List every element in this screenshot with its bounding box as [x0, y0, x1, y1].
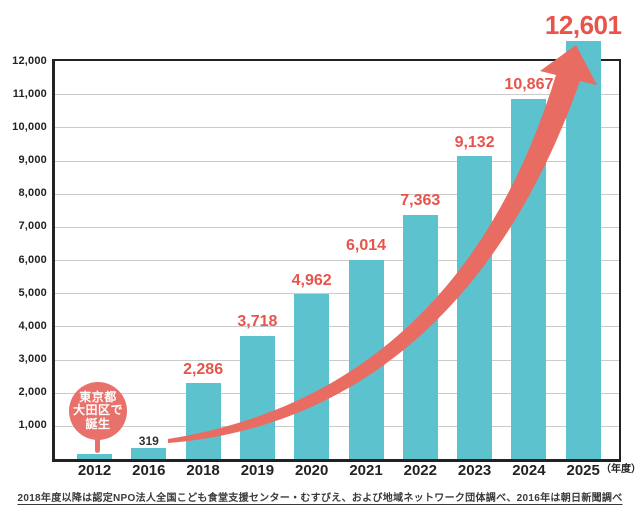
value-label-2020: 4,962	[291, 271, 332, 289]
footnote: 2018年度以降は認定NPO法人全国こども食堂支援センター・むすびえ、および地域…	[17, 493, 623, 504]
y-tick-label-4000: 4,000	[18, 319, 47, 332]
annotation-badge: 東京都 大田区で 誕生	[69, 382, 127, 440]
bar-2024	[511, 98, 547, 459]
x-tick-label-2016: 2016	[132, 462, 166, 479]
y-tick-label-6000: 6,000	[18, 253, 47, 266]
bar-2018	[185, 383, 221, 459]
y-tick-label-5000: 5,000	[18, 286, 47, 299]
badge-line: 誕生	[85, 416, 111, 431]
badge-line: 東京都	[79, 389, 117, 404]
value-label-2016: 319	[138, 434, 159, 449]
y-tick-label-3000: 3,000	[18, 353, 47, 365]
value-label-2022: 7,363	[400, 192, 441, 210]
value-label-2023: 9,132	[454, 133, 495, 151]
value-label-2019: 3,718	[237, 313, 278, 331]
y-tick-label-12000: 12,000	[12, 54, 47, 67]
value-label-2025: 12,601	[544, 10, 622, 41]
badge-line: 大田区で	[72, 403, 123, 418]
x-tick-label-2018: 2018	[186, 462, 220, 479]
bar-2025	[565, 41, 601, 459]
x-tick-label-2024: 2024	[512, 462, 546, 479]
x-tick-label-2019: 2019	[240, 462, 275, 479]
bar-2012	[77, 454, 112, 459]
x-tick-label-2012: 2012	[77, 462, 112, 479]
y-tick-label-1000: 1,000	[18, 419, 47, 432]
y-tick-label-10000: 10,000	[12, 120, 47, 133]
y-tick-label-11000: 11,000	[12, 87, 47, 100]
y-tick-label-7000: 7,000	[18, 220, 47, 233]
annotation-badge-tail	[95, 436, 100, 453]
x-tick-label-2021: 2021	[349, 462, 383, 479]
x-tick-label-2022: 2022	[403, 462, 437, 479]
value-label-2024: 10,867	[504, 76, 554, 94]
x-tick-label-2020: 2020	[295, 462, 329, 479]
bar-2021	[348, 259, 384, 459]
y-tick-label-2000: 2,000	[18, 386, 47, 399]
bar-2019	[239, 335, 275, 459]
x-tick-label-2025: 2025	[566, 462, 600, 479]
y-tick-label-9000: 9,000	[18, 154, 47, 166]
bar-2016	[131, 448, 167, 459]
x-axis-unit-label: （年度）	[601, 464, 640, 475]
x-tick-label-2023: 2023	[457, 462, 492, 479]
value-label-2021: 6,014	[345, 237, 387, 255]
y-tick-label-8000: 8,000	[18, 187, 47, 200]
value-label-2018: 2,286	[183, 360, 224, 378]
